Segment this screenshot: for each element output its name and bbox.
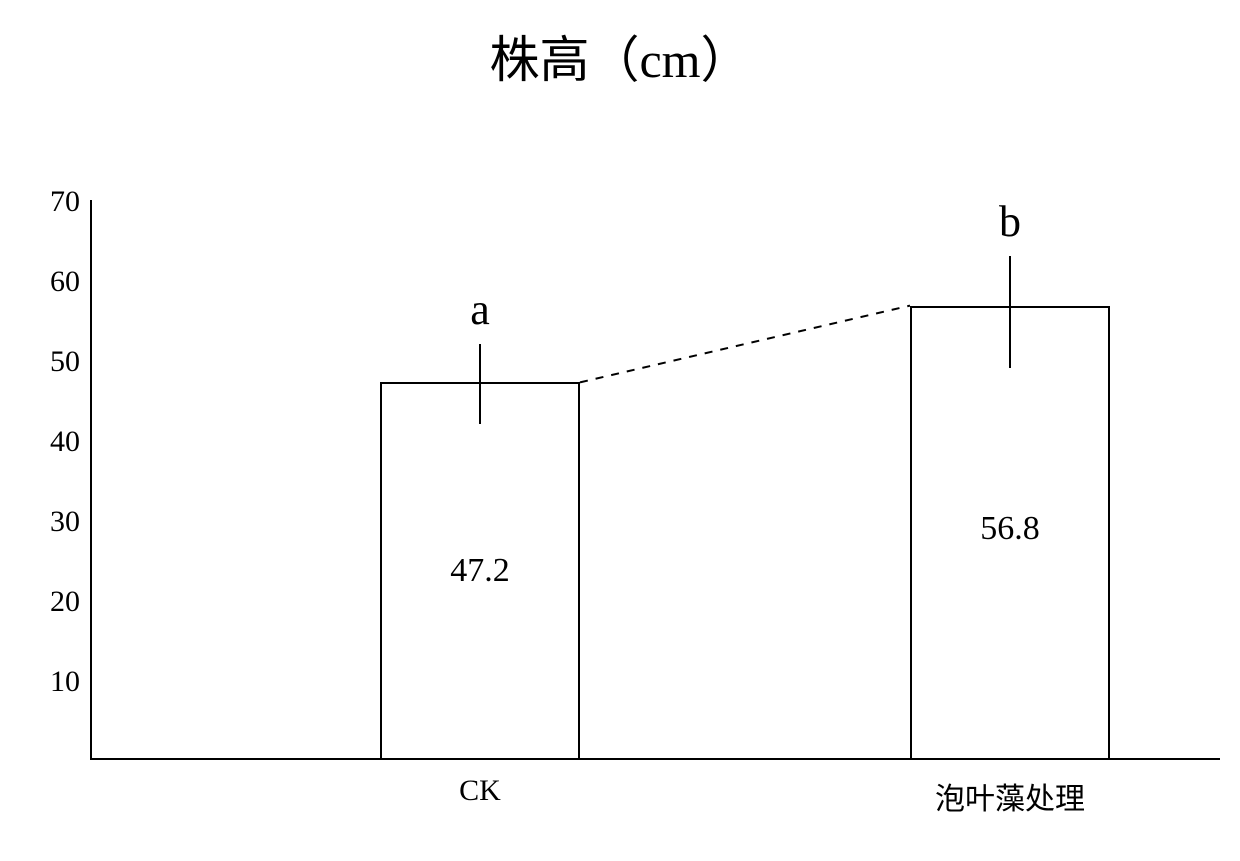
plot-area: 10 20 30 40 50 60 70 47.2 56.8 a b CK 泡叶… bbox=[90, 200, 1220, 760]
y-tick-label: 60 bbox=[10, 265, 80, 299]
y-tick-label: 40 bbox=[10, 425, 80, 459]
chart-title: 株高（cm） bbox=[0, 20, 1240, 92]
y-tick-label: 70 bbox=[10, 185, 80, 219]
error-bar bbox=[1009, 256, 1011, 368]
y-tick-label: 50 bbox=[10, 345, 80, 379]
x-tick-label: 泡叶藻处理 bbox=[860, 774, 1160, 818]
significance-letter: b bbox=[970, 196, 1050, 247]
y-tick-label: 20 bbox=[10, 585, 80, 619]
chart-container: 株高（cm） 10 20 30 40 50 60 70 47.2 56.8 a … bbox=[0, 0, 1240, 861]
error-bar bbox=[479, 344, 481, 424]
trend-line bbox=[580, 306, 910, 383]
y-tick-label: 10 bbox=[10, 665, 80, 699]
significance-letter: a bbox=[440, 284, 520, 335]
bar-value-label: 56.8 bbox=[910, 510, 1110, 548]
y-axis-line bbox=[90, 200, 92, 760]
y-tick-label: 30 bbox=[10, 505, 80, 539]
bar-value-label: 47.2 bbox=[380, 552, 580, 590]
x-tick-label: CK bbox=[330, 774, 630, 808]
